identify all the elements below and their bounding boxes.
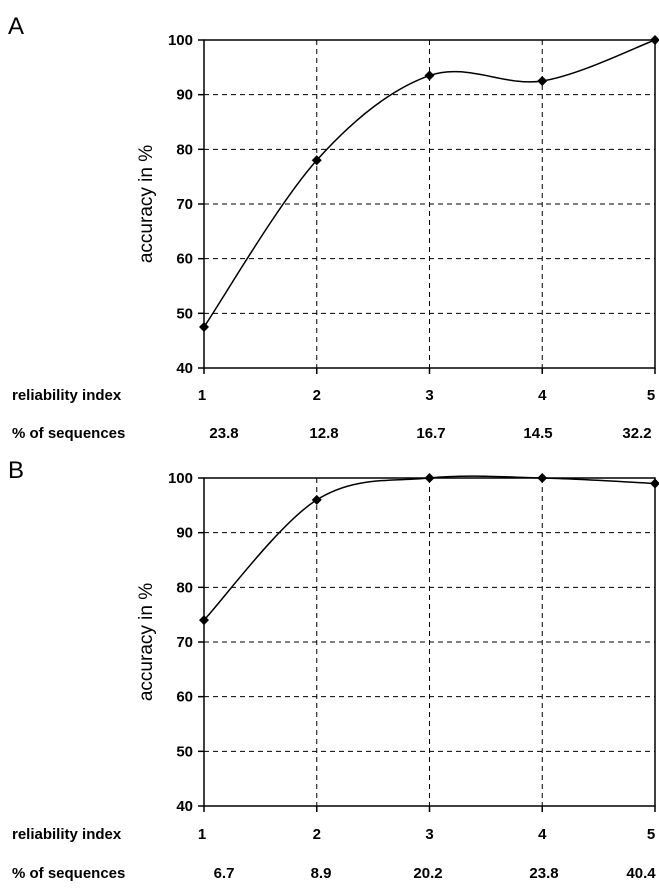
panel-b-ytick-label: 50 [176,743,193,760]
panel-a-data-point [311,155,322,166]
panel-a-y-axis-label: accuracy in % [136,145,157,263]
panel-a-ytick-label: 100 [168,32,193,49]
panel-b-sequences-value: 40.4 [626,865,656,882]
panel-b-xtick-label: 3 [425,826,433,843]
panel-a-ytick-label: 60 [176,251,193,268]
panel-b-data-point [650,478,659,489]
panel-b-ytick-label: 100 [168,470,193,487]
panel-a-data-point [424,70,435,81]
panel-b-ytick-label: 70 [176,634,193,651]
panel-a-reliability-row-label: reliability index [12,387,122,404]
panel-b-reliability-row-label: reliability index [12,826,122,843]
panel-b-sequences-row-label: % of sequences [12,865,125,882]
panel-a-xtick-label: 3 [425,387,433,404]
panel-a-sequences-value: 14.5 [523,425,552,442]
panel-b-sequences-value: 6.7 [214,865,235,882]
panel-a-ytick-label: 40 [176,360,193,377]
panel-b-xtick-label: 4 [538,826,547,843]
panel-a-ytick-label: 70 [176,196,193,213]
panel-a-sequences-value: 23.8 [209,425,238,442]
panel-b-sequences-value: 8.9 [311,865,332,882]
panel-b-letter: B [8,457,24,484]
panel-a-data-point [199,322,209,332]
panel-b-data-point [311,494,322,505]
panel-b-ytick-label: 40 [176,798,193,815]
panel-b-data-point [199,615,209,626]
panel-a-xtick-label: 4 [538,387,547,404]
panel-a-ytick-label: 50 [176,305,193,322]
panel-b-xtick-label: 2 [313,826,321,843]
panel-a-data-point [537,76,548,86]
panel-b-y-axis-label: accuracy in % [136,583,157,701]
panel-a-sequences-row-label: % of sequences [12,425,125,442]
panel-a-ytick-label: 90 [176,87,193,104]
panel-b-xtick-label: 5 [647,826,655,843]
panel-b-sequences-value: 23.8 [529,865,558,882]
panel-b-xtick-label: 1 [198,826,206,843]
panel-a-xtick-label: 5 [647,387,655,404]
panel-a-sequences-value: 32.2 [622,425,651,442]
panel-a-ytick-label: 80 [176,141,193,158]
panel-a-xtick-label: 1 [198,387,206,404]
panel-a-letter: A [8,13,24,40]
panel-b-data-point [537,473,548,483]
panel-a-sequences-value: 16.7 [416,425,445,442]
panel-b-sequences-value: 20.2 [413,865,442,882]
panel-a-data-point [650,35,659,45]
panel-a-series-line [203,39,656,328]
panel-b-ytick-label: 90 [176,525,193,542]
panel-b-data-point [424,473,435,483]
panel-a-xtick-label: 2 [313,387,321,404]
panel-b-ytick-label: 80 [176,579,193,596]
panel-b-ytick-label: 60 [176,689,193,706]
panel-a-sequences-value: 12.8 [309,425,338,442]
